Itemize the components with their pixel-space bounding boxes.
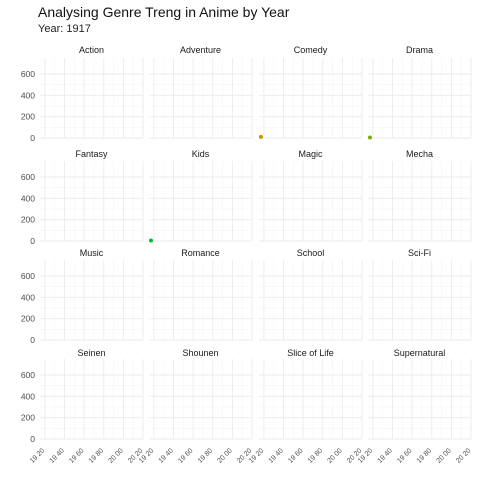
x-tick-label: 20 00 xyxy=(435,447,452,464)
facet-panel-school: School xyxy=(259,248,362,340)
y-tick-label: 600 xyxy=(21,172,35,182)
data-point xyxy=(149,238,153,242)
x-tick-label: 19 80 xyxy=(307,447,324,464)
facet-label: Adventure xyxy=(180,45,221,55)
y-tick-label: 600 xyxy=(21,69,35,79)
facet-label: Fantasy xyxy=(75,149,108,159)
facet-panel-magic: Magic xyxy=(259,149,362,241)
x-tick-label: 19 60 xyxy=(177,447,194,464)
facet-panel-sci-fi: Sci-Fi xyxy=(368,248,471,340)
x-tick-label: 19 60 xyxy=(68,447,85,464)
y-tick-label: 200 xyxy=(21,112,35,122)
y-tick-label: 400 xyxy=(21,90,35,100)
x-tick-label: 19 60 xyxy=(396,447,413,464)
x-tick-label: 20 00 xyxy=(216,447,233,464)
y-tick-label: 0 xyxy=(30,335,35,345)
y-tick-label: 600 xyxy=(21,271,35,281)
facet-panel-comedy: Comedy xyxy=(259,45,362,139)
facet-label: Slice of Life xyxy=(287,348,334,358)
y-tick-label: 400 xyxy=(21,292,35,302)
y-tick-label: 200 xyxy=(21,413,35,423)
facet-label: Romance xyxy=(181,248,220,258)
y-tick-label: 400 xyxy=(21,391,35,401)
facet-label: Shounen xyxy=(182,348,218,358)
data-point xyxy=(259,135,263,139)
x-tick-label: 19 40 xyxy=(268,447,285,464)
facet-panel-fantasy: Fantasy 0 200 400 600 xyxy=(21,149,143,246)
y-tick-label: 0 xyxy=(30,236,35,246)
facet-label: Mecha xyxy=(406,149,433,159)
facet-label: Seinen xyxy=(77,348,105,358)
x-tick-label: 19 80 xyxy=(416,447,433,464)
facet-panel-drama: Drama xyxy=(368,45,471,139)
facet-label: School xyxy=(297,248,325,258)
x-tick-label: 19 40 xyxy=(49,447,66,464)
x-tick-label: 20 00 xyxy=(107,447,124,464)
x-tick-label: 19 80 xyxy=(197,447,214,464)
y-tick-label: 0 xyxy=(30,133,35,143)
y-tick-label: 200 xyxy=(21,215,35,225)
facet-panel-music: Music 0 200 400 600 xyxy=(21,248,143,345)
x-tick-label: 19 80 xyxy=(88,447,105,464)
facet-label: Comedy xyxy=(294,45,328,55)
facet-label: Sci-Fi xyxy=(408,248,431,258)
facet-panel-adventure: Adventure xyxy=(149,45,252,138)
x-tick-label: 19 60 xyxy=(287,447,304,464)
y-tick-label: 400 xyxy=(21,193,35,203)
facet-panel-mecha: Mecha xyxy=(368,149,471,241)
facet-panel-kids: Kids xyxy=(149,149,252,242)
facet-panel-seinen: Seinen 0 200 400 600 19 20 19 40 19 60 19 80 20 0… xyxy=(21,348,145,465)
x-tick-label: 19 20 xyxy=(29,447,46,464)
x-tick-label: 19 40 xyxy=(158,447,175,464)
x-tick-label: 19 40 xyxy=(377,447,394,464)
facet-label: Magic xyxy=(298,149,323,159)
facet-label: Action xyxy=(79,45,104,55)
y-tick-label: 0 xyxy=(30,434,35,444)
y-tick-label: 200 xyxy=(21,314,35,324)
facet-label: Drama xyxy=(406,45,433,55)
facet-panel-action: Action 0 200 400 600 xyxy=(21,45,143,143)
facet-panel-romance: Romance xyxy=(149,248,252,340)
x-tick-label: 20 00 xyxy=(326,447,343,464)
facet-label: Supernatural xyxy=(394,348,446,358)
x-tick-label: 20 20 xyxy=(455,447,472,464)
facet-label: Kids xyxy=(192,149,210,159)
data-point xyxy=(368,135,372,139)
facet-label: Music xyxy=(80,248,104,258)
y-tick-label: 600 xyxy=(21,370,35,380)
